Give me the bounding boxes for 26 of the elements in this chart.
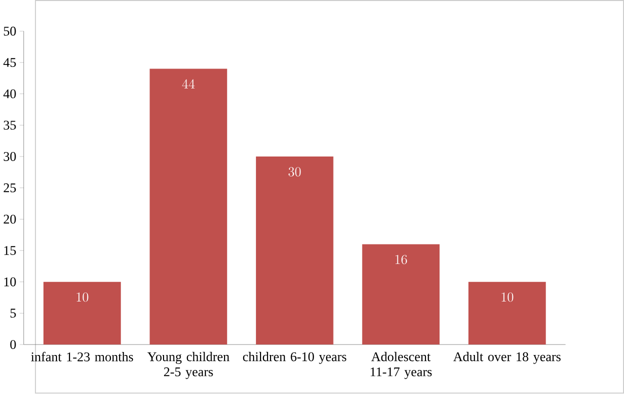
y-tick-label: 20 — [4, 214, 16, 224]
data-label: 10 — [76, 292, 88, 302]
bar — [362, 244, 440, 345]
y-tick-label: 40 — [3, 90, 16, 98]
y-tick-label: 35 — [4, 120, 16, 130]
y-tick-label: 50 — [4, 26, 16, 36]
data-label: 10 — [502, 292, 514, 302]
bar — [468, 282, 546, 345]
x-tick-label: infant 1-23 months — [31, 352, 134, 362]
x-tick-label: Adult over 18 years — [453, 352, 561, 364]
x-tick-label: Young children 2-5 years — [147, 352, 230, 380]
bar — [150, 68, 228, 345]
x-tick-label: children 6-10 years — [243, 352, 346, 364]
y-tick-label: 45 — [3, 58, 16, 68]
x-tick-label: Adolescent 11-17 years — [370, 352, 432, 380]
y-tick-label: 30 — [4, 152, 16, 162]
bar — [43, 282, 121, 345]
bar — [256, 156, 334, 345]
data-label: 30 — [288, 167, 301, 177]
data-label: 44 — [182, 79, 195, 89]
data-label: 16 — [395, 255, 407, 264]
y-tick-label: 5 — [10, 308, 16, 318]
y-tick-label: 25 — [4, 184, 16, 192]
y-tick-label: 10 — [4, 278, 16, 287]
y-tick-label: 0 — [10, 340, 16, 350]
y-tick-label: 15 — [4, 246, 16, 256]
